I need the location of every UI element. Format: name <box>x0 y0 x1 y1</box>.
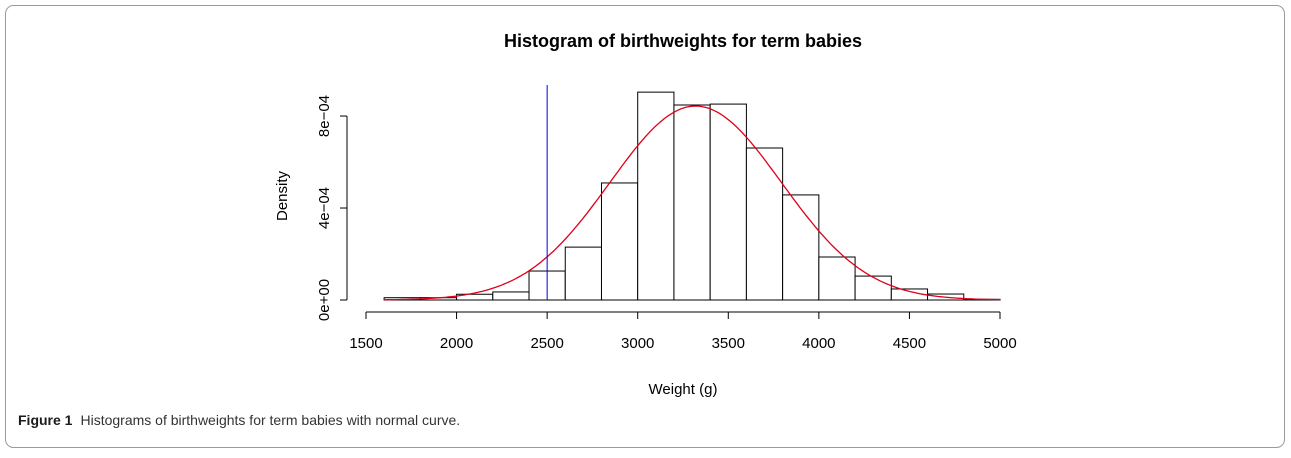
bar <box>600 182 639 301</box>
y-tick-label: 4e−04 <box>316 187 333 229</box>
x-tick-label: 3500 <box>712 335 745 352</box>
x-tick-label: 1500 <box>349 335 382 352</box>
bar <box>854 275 892 301</box>
x-tick-label: 2500 <box>530 335 563 352</box>
x-tick-label: 3000 <box>621 335 654 352</box>
y-axis-label: Density <box>274 170 291 221</box>
caption-label: Figure 1 <box>18 412 73 428</box>
x-tick-label: 4500 <box>893 335 926 352</box>
normal-curve <box>384 105 1000 301</box>
bar <box>709 103 747 301</box>
y-tick-label: 8e−04 <box>316 95 333 137</box>
bar <box>637 91 675 301</box>
caption-text: Histograms of birthweights for term babi… <box>80 412 460 428</box>
x-tick-label: 5000 <box>983 335 1016 352</box>
bar <box>673 104 711 301</box>
x-axis-label: Weight (g) <box>649 381 718 398</box>
bar <box>745 147 784 301</box>
chart-title: Histogram of birthweights for term babie… <box>504 31 862 51</box>
x-tick-label: 4000 <box>802 335 835 352</box>
bar <box>564 246 602 301</box>
bar <box>818 256 856 301</box>
frame <box>5 5 1285 448</box>
y-tick-label: 0e+00 <box>316 279 333 321</box>
bar <box>492 291 530 301</box>
caption: Figure 1 Histograms of birthweights for t… <box>18 412 460 428</box>
bar <box>782 194 820 301</box>
x-tick-label: 2000 <box>440 335 473 352</box>
